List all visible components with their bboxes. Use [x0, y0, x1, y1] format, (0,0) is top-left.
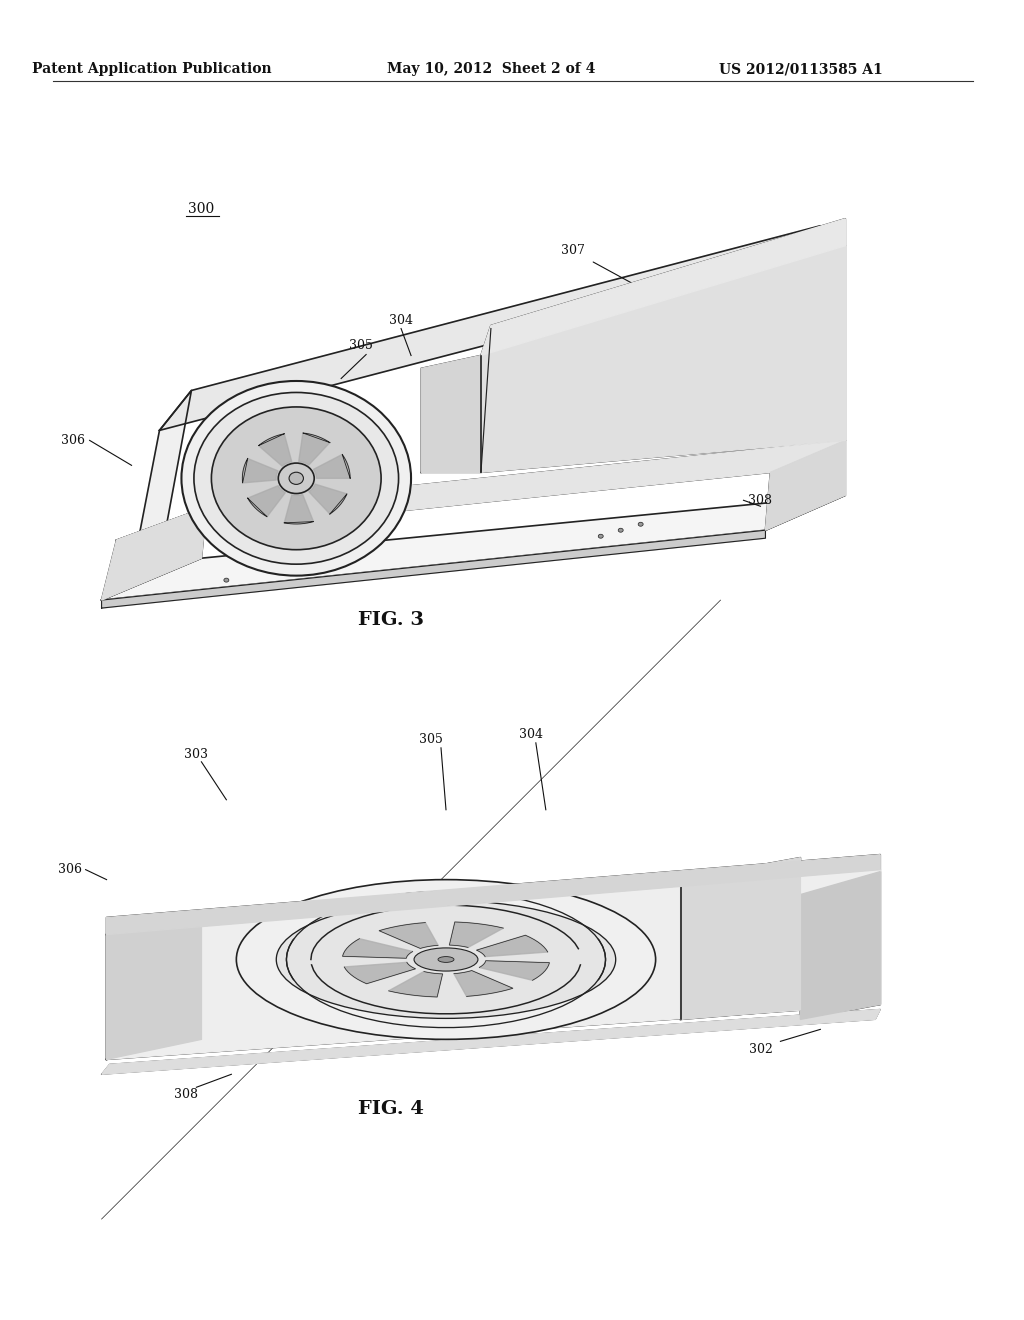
Ellipse shape — [237, 879, 655, 1039]
Polygon shape — [476, 936, 548, 957]
Polygon shape — [481, 246, 845, 473]
Text: May 10, 2012  Sheet 2 of 4: May 10, 2012 Sheet 2 of 4 — [387, 62, 595, 77]
Polygon shape — [481, 219, 845, 355]
Ellipse shape — [638, 523, 643, 527]
Polygon shape — [479, 961, 550, 981]
Text: 308: 308 — [174, 1088, 199, 1101]
Text: 306: 306 — [57, 863, 82, 876]
Text: 303: 303 — [184, 748, 209, 762]
Polygon shape — [766, 441, 845, 531]
Text: 302: 302 — [749, 1043, 772, 1056]
Polygon shape — [379, 923, 438, 948]
Ellipse shape — [276, 900, 615, 1019]
Text: FIG. 3: FIG. 3 — [358, 611, 424, 630]
Polygon shape — [313, 454, 350, 478]
Text: 305: 305 — [349, 339, 373, 352]
Ellipse shape — [289, 473, 303, 484]
Polygon shape — [454, 970, 513, 997]
Ellipse shape — [181, 381, 411, 576]
Polygon shape — [101, 507, 207, 601]
Polygon shape — [421, 355, 481, 473]
Polygon shape — [117, 441, 845, 540]
Polygon shape — [258, 434, 292, 466]
Text: 308: 308 — [749, 494, 772, 507]
Text: 307: 307 — [561, 244, 585, 257]
Polygon shape — [248, 486, 286, 516]
Polygon shape — [106, 915, 202, 1060]
Ellipse shape — [598, 535, 603, 539]
Text: Patent Application Publication: Patent Application Publication — [32, 62, 271, 77]
Polygon shape — [285, 495, 313, 524]
Text: 306: 306 — [60, 434, 85, 447]
Ellipse shape — [438, 957, 454, 962]
Polygon shape — [450, 921, 504, 948]
Text: 304: 304 — [389, 314, 413, 327]
Text: 305: 305 — [419, 734, 443, 746]
Text: US 2012/0113585 A1: US 2012/0113585 A1 — [719, 62, 883, 77]
Polygon shape — [343, 939, 413, 958]
Polygon shape — [243, 458, 279, 483]
Ellipse shape — [194, 392, 398, 564]
Polygon shape — [101, 1010, 881, 1074]
Polygon shape — [106, 870, 881, 1060]
Polygon shape — [101, 531, 766, 609]
Ellipse shape — [618, 528, 624, 532]
Ellipse shape — [279, 463, 314, 494]
Polygon shape — [131, 391, 191, 576]
Polygon shape — [344, 962, 416, 983]
Polygon shape — [299, 433, 330, 465]
Ellipse shape — [211, 407, 381, 549]
Text: 304: 304 — [519, 729, 543, 742]
Polygon shape — [801, 871, 881, 1019]
Text: FIG. 4: FIG. 4 — [358, 1101, 424, 1118]
Polygon shape — [106, 854, 881, 935]
Ellipse shape — [414, 948, 478, 972]
Polygon shape — [101, 495, 845, 601]
Polygon shape — [389, 972, 442, 997]
Polygon shape — [309, 484, 347, 513]
Ellipse shape — [224, 578, 228, 582]
Polygon shape — [681, 858, 801, 1019]
Text: 300: 300 — [188, 202, 215, 215]
Polygon shape — [160, 226, 820, 430]
